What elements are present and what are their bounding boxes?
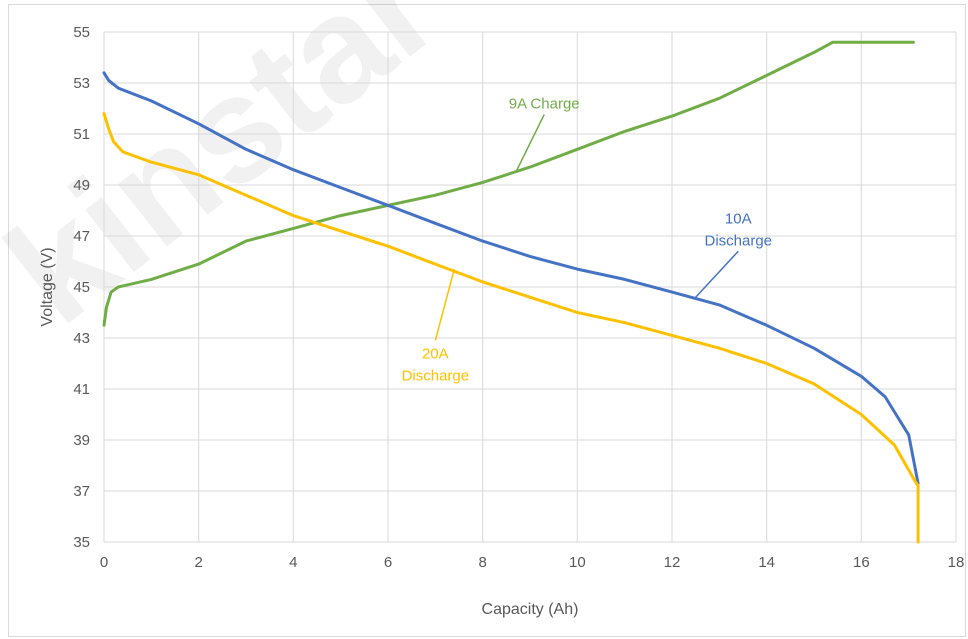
series-line-9a-charge [102, 40, 915, 327]
y-tick-label: 51 [73, 126, 90, 143]
x-tick-label: 0 [100, 554, 108, 571]
annotation-leader [515, 114, 545, 173]
series-lines [102, 40, 920, 544]
annotation-label: Discharge [705, 232, 773, 249]
y-tick-label: 53 [73, 75, 90, 92]
y-tick-label: 35 [73, 534, 90, 551]
grid [103, 31, 957, 543]
y-tick-label: 37 [73, 483, 90, 500]
y-tick-label: 45 [73, 279, 90, 296]
y-tick-label: 47 [73, 228, 90, 245]
series-line-20a-discharge [102, 112, 920, 544]
annotation-label: 20A [422, 345, 449, 362]
x-tick-label: 6 [384, 554, 392, 571]
x-tick-label: 14 [758, 554, 775, 571]
y-tick-label: 39 [73, 432, 90, 449]
x-tick-label: 8 [478, 554, 486, 571]
annotation-label: 10A [725, 210, 752, 227]
x-tick-label: 2 [194, 554, 202, 571]
y-tick-label: 49 [73, 177, 90, 194]
tick-labels: 35 37 39 41 43 45 47 49 51 53 55 0 2 4 6 8 10 12 14 16 18 [73, 24, 964, 571]
x-tick-label: 10 [569, 554, 586, 571]
watermark: kinstar [0, 0, 467, 355]
y-tick-label: 55 [73, 24, 90, 41]
annotation-label: 9A Charge [509, 96, 580, 113]
x-tick-label: 4 [289, 554, 297, 571]
series-line-10a-discharge [102, 71, 920, 485]
annotation-label: Discharge [402, 367, 470, 384]
annotation-leader [434, 268, 455, 341]
annotations: 9A Charge 10A Discharge 20A Discharge [402, 96, 772, 385]
y-tick-label: 41 [73, 381, 90, 398]
y-tick-label: 43 [73, 330, 90, 347]
x-tick-label: 12 [664, 554, 681, 571]
x-tick-label: 18 [948, 554, 965, 571]
x-tick-label: 16 [853, 554, 870, 571]
annotation-leader [695, 250, 739, 298]
y-axis-title: Voltage (V) [39, 247, 56, 326]
x-axis-title: Capacity (Ah) [482, 601, 579, 618]
